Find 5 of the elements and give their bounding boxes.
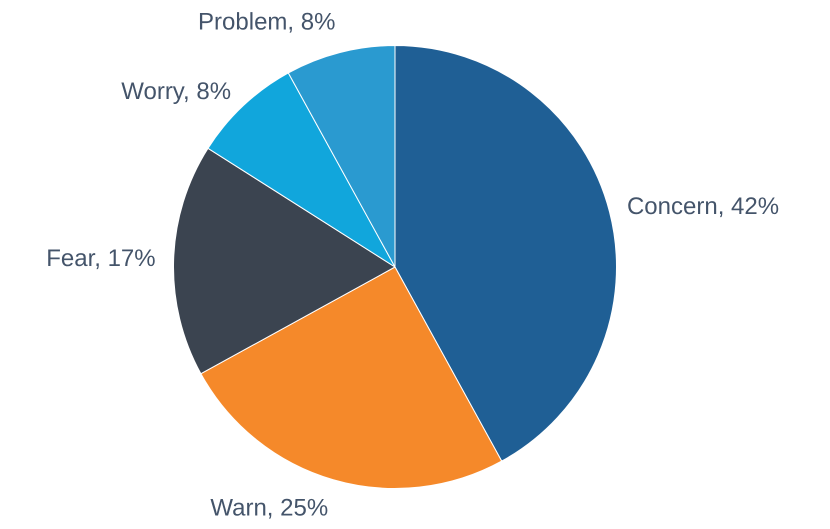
slice-label: Warn, 25%	[210, 494, 328, 522]
slice-label: Worry, 8%	[121, 78, 232, 106]
slice-label: Fear, 17%	[46, 245, 156, 272]
slice-label: Concern, 42%	[626, 193, 780, 220]
slice-label: Problem, 8%	[198, 8, 336, 36]
